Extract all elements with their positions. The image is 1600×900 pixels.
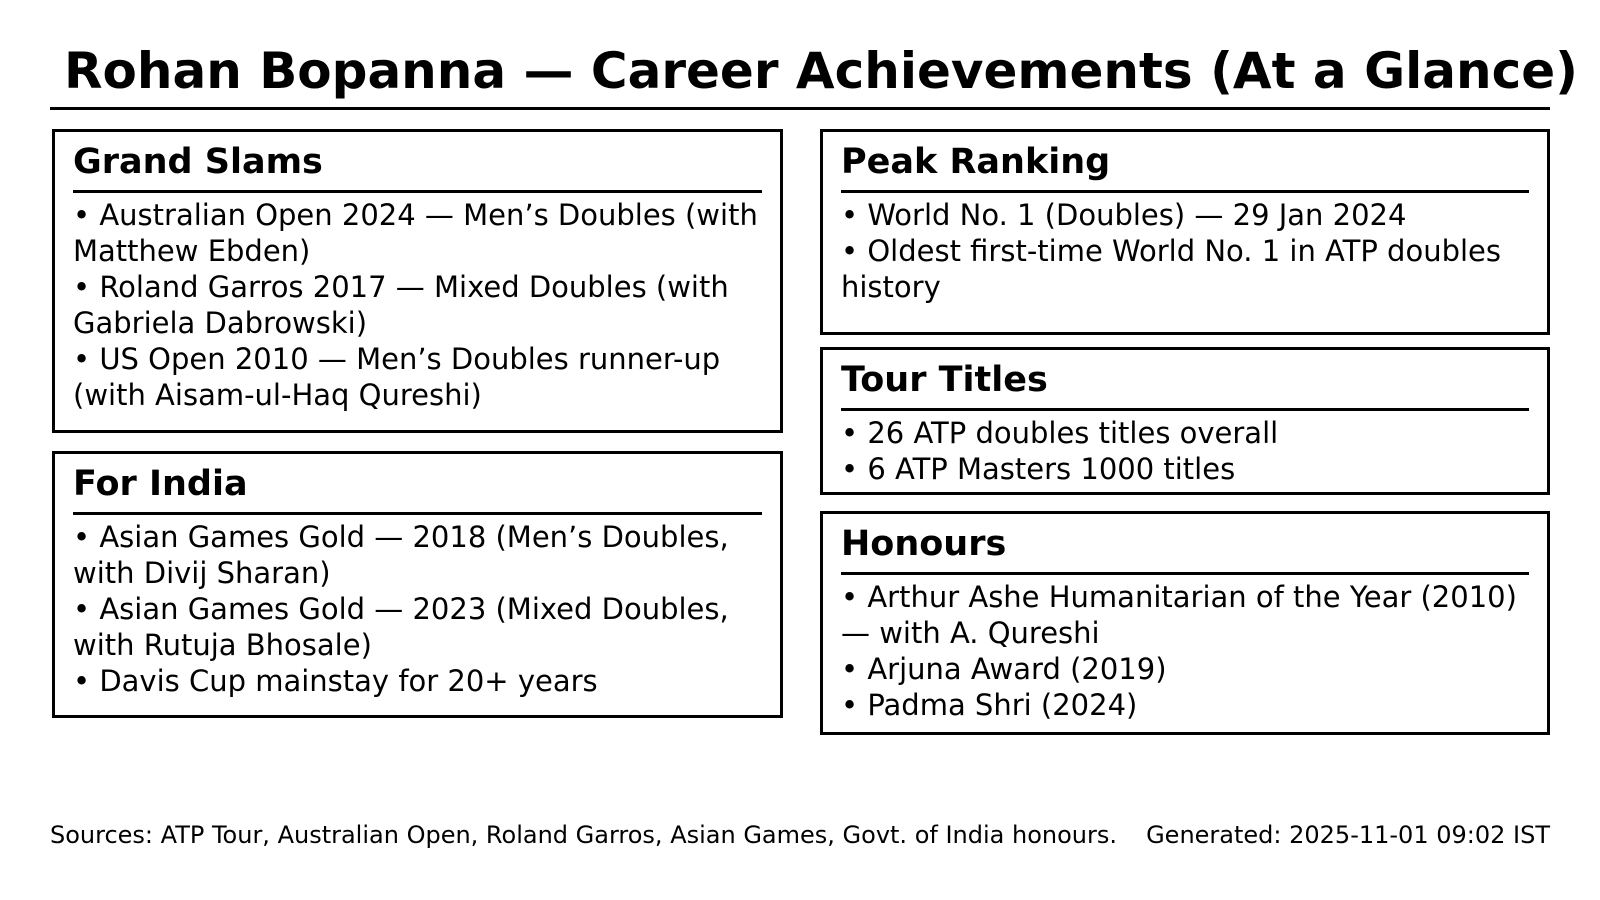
bullet-item: • US Open 2010 — Men’s Doubles runner-up… bbox=[73, 342, 721, 412]
section-honours-title: Honours bbox=[841, 522, 1529, 575]
section-tour-titles-title: Tour Titles bbox=[841, 358, 1529, 411]
section-for-india-list: • Asian Games Gold — 2018 (Men’s Doubles… bbox=[73, 519, 762, 699]
page-title: Rohan Bopanna — Career Achievements (At … bbox=[64, 42, 1578, 100]
bullet-item: • Roland Garros 2017 — Mixed Doubles (wi… bbox=[73, 270, 729, 340]
section-peak-ranking: Peak Ranking • World No. 1 (Doubles) — 2… bbox=[820, 129, 1550, 335]
bullet-item: • Davis Cup mainstay for 20+ years bbox=[73, 664, 598, 698]
bullet-item: • Australian Open 2024 — Men’s Doubles (… bbox=[73, 198, 758, 268]
section-for-india: For India • Asian Games Gold — 2018 (Men… bbox=[52, 451, 783, 718]
bullet-item: • 6 ATP Masters 1000 titles bbox=[841, 452, 1236, 486]
bullet-item: • Asian Games Gold — 2023 (Mixed Doubles… bbox=[73, 592, 729, 662]
section-honours-list: • Arthur Ashe Humanitarian of the Year (… bbox=[841, 579, 1529, 723]
section-grand-slams-list: • Australian Open 2024 — Men’s Doubles (… bbox=[73, 197, 762, 413]
bullet-item: • Arjuna Award (2019) bbox=[841, 652, 1167, 686]
section-grand-slams-title: Grand Slams bbox=[73, 140, 762, 193]
bullet-item: • 26 ATP doubles titles overall bbox=[841, 416, 1279, 450]
section-tour-titles-list: • 26 ATP doubles titles overall • 6 ATP M… bbox=[841, 415, 1529, 487]
section-for-india-title: For India bbox=[73, 462, 762, 515]
bullet-item: • Arthur Ashe Humanitarian of the Year (… bbox=[841, 580, 1517, 650]
section-grand-slams: Grand Slams • Australian Open 2024 — Men… bbox=[52, 129, 783, 433]
footer-generated-timestamp: Generated: 2025-11-01 09:02 IST bbox=[1146, 821, 1550, 849]
section-tour-titles: Tour Titles • 26 ATP doubles titles over… bbox=[820, 347, 1550, 495]
bullet-item: • World No. 1 (Doubles) — 29 Jan 2024 bbox=[841, 198, 1407, 232]
bullet-item: • Padma Shri (2024) bbox=[841, 688, 1138, 722]
footer: Sources: ATP Tour, Australian Open, Rola… bbox=[50, 820, 1550, 850]
section-peak-ranking-list: • World No. 1 (Doubles) — 29 Jan 2024 • O… bbox=[841, 197, 1529, 305]
bullet-item: • Asian Games Gold — 2018 (Men’s Doubles… bbox=[73, 520, 729, 590]
section-honours: Honours • Arthur Ashe Humanitarian of th… bbox=[820, 511, 1550, 735]
bullet-item: • Oldest first-time World No. 1 in ATP d… bbox=[841, 234, 1501, 304]
footer-sources: Sources: ATP Tour, Australian Open, Rola… bbox=[50, 821, 1117, 849]
title-underline bbox=[50, 107, 1550, 110]
section-peak-ranking-title: Peak Ranking bbox=[841, 140, 1529, 193]
